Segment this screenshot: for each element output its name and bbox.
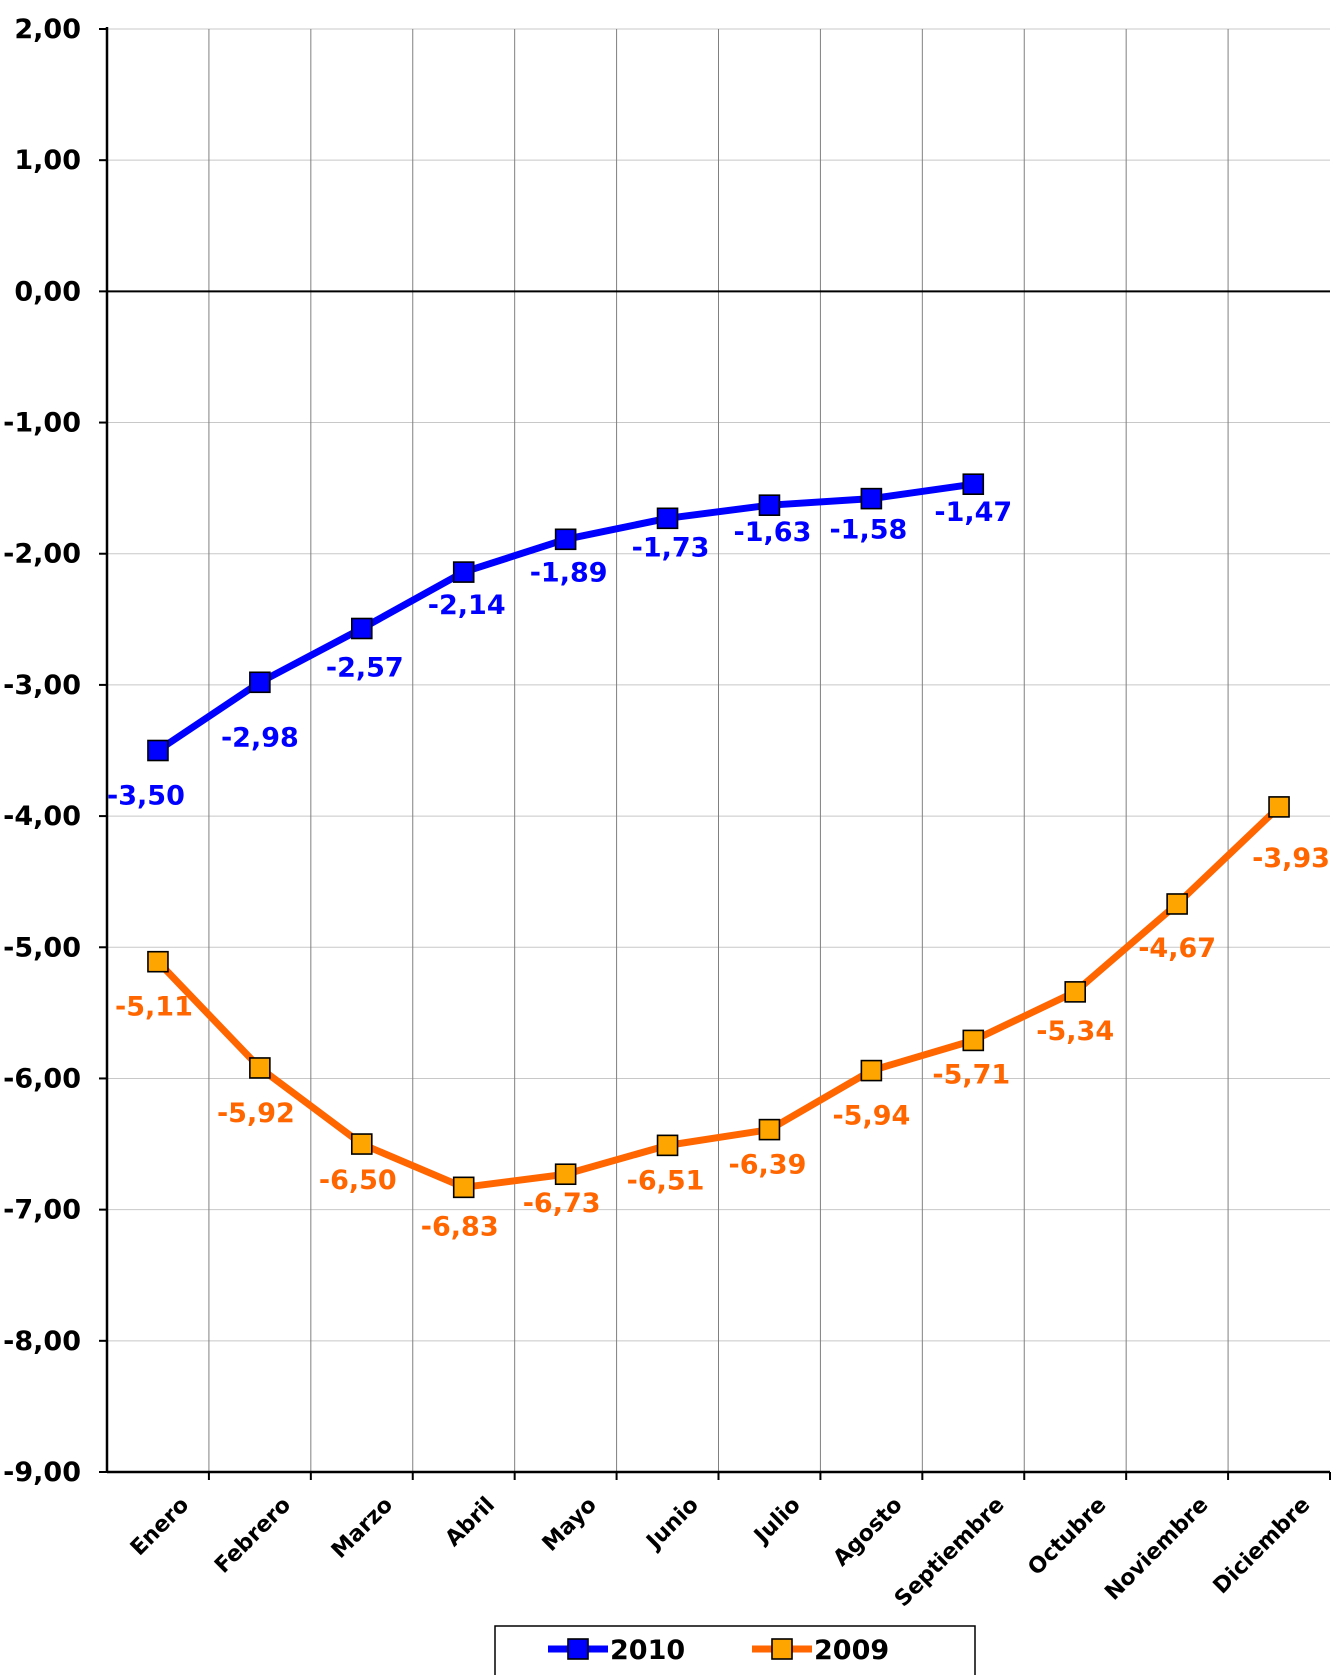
data-label-2010: -1,73 (632, 532, 710, 563)
y-tick-label: -2,00 (3, 539, 81, 570)
series-group (147, 473, 1290, 1199)
series-2010 (147, 473, 985, 762)
y-tick-label: 2,00 (14, 14, 81, 45)
data-label-2010: -1,63 (734, 517, 812, 548)
data-label-2009: -6,73 (523, 1188, 601, 1219)
data-label-2009: -5,92 (217, 1098, 295, 1129)
x-tick-label: Junio (641, 1493, 704, 1556)
data-point-2009 (350, 1133, 373, 1155)
data-label-2010: -1,89 (530, 557, 608, 588)
x-tick-label: Mayo (538, 1493, 602, 1557)
data-point-2010 (350, 617, 373, 640)
x-tick-label: Octubre (1023, 1493, 1111, 1581)
x-tick-label: Septiembre (890, 1493, 1009, 1612)
data-label-2009: -4,67 (1138, 933, 1216, 964)
y-tick-label: -1,00 (3, 408, 81, 439)
data-label-2010: -1,58 (829, 515, 907, 546)
data-label-2010: -1,47 (934, 497, 1012, 528)
data-label-2010: -2,57 (326, 653, 404, 684)
data-point-2010 (452, 561, 475, 583)
data-label-2009: -3,93 (1252, 843, 1330, 874)
y-tick-label: -9,00 (3, 1457, 81, 1488)
data-label-2009: -5,94 (832, 1101, 910, 1132)
y-tick-label: 1,00 (14, 145, 81, 176)
x-tick-label: Noviembre (1100, 1493, 1213, 1606)
data-label-2009: -6,83 (421, 1211, 499, 1242)
data-point-2009 (656, 1134, 679, 1157)
data-labels: -3,50 -2,98 -2,57 -2,14 -1,89 -1,73 -1,63 -1,58… (107, 497, 1330, 1242)
data-point-2009 (249, 1057, 271, 1079)
data-point-2009 (452, 1176, 475, 1199)
legend-swatch-marker (771, 1638, 793, 1660)
data-point-2010 (554, 528, 577, 551)
data-point-2010 (758, 494, 781, 516)
series-line-2009 (155, 804, 1282, 1191)
x-tick-label: Febrero (210, 1493, 296, 1579)
series-2009 (147, 796, 1290, 1199)
x-tick-label: Agosto (829, 1493, 908, 1572)
data-point-2009 (147, 950, 169, 973)
legend-label: 2010 (610, 1635, 685, 1666)
data-point-2010 (147, 739, 169, 762)
y-tick-label: -4,00 (3, 801, 81, 832)
data-label-2010: -2,98 (221, 722, 299, 753)
data-label-2009: -6,39 (729, 1150, 807, 1181)
y-tick-label: -3,00 (3, 670, 81, 701)
y-tick-label: -5,00 (3, 932, 81, 963)
y-tick-label: 0,00 (14, 276, 81, 307)
legend: 2010 2009 (494, 1625, 976, 1675)
data-point-2010 (656, 507, 679, 530)
y-tick-label: -6,00 (3, 1063, 81, 1094)
legend-swatch-marker (567, 1638, 589, 1660)
data-point-2009 (1166, 893, 1188, 915)
x-tick-label: Marzo (327, 1493, 398, 1564)
data-point-2009 (1064, 981, 1087, 1003)
x-tick-label: Diciembre (1209, 1493, 1316, 1600)
data-label-2010: -3,50 (107, 781, 185, 812)
data-label-2009: -5,71 (932, 1059, 1010, 1090)
data-point-2009 (554, 1163, 577, 1186)
data-point-2010 (249, 671, 271, 694)
data-point-2009 (860, 1059, 883, 1082)
axes: 2,00 1,00 0,00 -1,00 -2,00 -3,00 -4,00 -5,00 -6,… (3, 14, 1331, 1612)
data-label-2009: -5,11 (115, 992, 193, 1023)
data-label-2010: -2,14 (428, 590, 506, 621)
grid (107, 28, 1330, 1472)
legend-label: 2009 (814, 1635, 889, 1666)
x-tick-label: Julio (748, 1493, 805, 1550)
data-point-2009 (758, 1118, 781, 1141)
x-tick-label: Abril (441, 1493, 500, 1552)
y-tick-label: -8,00 (3, 1326, 81, 1357)
data-label-2009: -5,34 (1036, 1016, 1114, 1047)
data-point-2010 (860, 487, 883, 510)
data-label-2009: -6,51 (627, 1165, 705, 1196)
data-point-2009 (1268, 796, 1290, 818)
data-label-2009: -6,50 (319, 1165, 397, 1196)
data-point-2009 (962, 1029, 985, 1052)
x-tick-label: Enero (126, 1493, 194, 1561)
data-point-2010 (962, 473, 985, 496)
y-tick-label: -7,00 (3, 1195, 81, 1226)
